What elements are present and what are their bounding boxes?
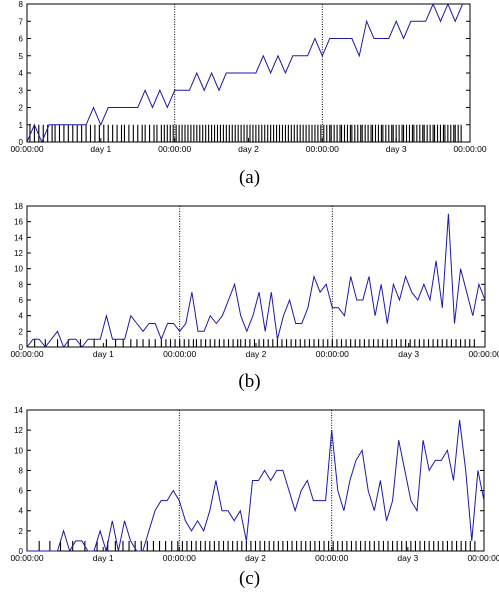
x-tick-label: day 3: [386, 144, 407, 154]
y-tick-label: 2: [19, 527, 24, 536]
x-tick-label: day 3: [397, 553, 418, 563]
y-tick-label: 12: [14, 426, 23, 435]
y-tick-label: 18: [14, 202, 23, 211]
chart-a-svg: 0 1 2 3 4 5 6 7 8 00:00:00 day 1 00:00:00 day 2 00:00…: [10, 0, 486, 154]
chart-panel-a: 0 1 2 3 4 5 6 7 8 00:00:00 day 1 00:00:00 day 2 00:00…: [0, 0, 499, 165]
x-tick-label: 00:00:00: [467, 553, 499, 563]
caption-a: (a): [238, 167, 261, 188]
x-tick-label: day 1: [90, 144, 111, 154]
y-tick-label: 4: [19, 507, 24, 516]
y-tick-label: 8: [19, 466, 24, 475]
y-tick-label: 14: [14, 406, 23, 415]
x-tick-label: 00:00:00: [158, 144, 191, 154]
y-tick-label: 4: [19, 312, 24, 321]
x-tick-label: day 2: [245, 553, 266, 563]
x-tick-label: 00:00:00: [316, 349, 349, 359]
y-tick-label: 8: [19, 280, 24, 289]
x-tick-label: 00:00:00: [163, 349, 196, 359]
x-tick-label: 00:00:00: [453, 144, 486, 154]
x-tick-label: 00:00:00: [10, 553, 43, 563]
y-tick-label: 0: [19, 547, 24, 556]
y-tick-label: 10: [14, 265, 23, 274]
y-tick-label: 3: [19, 86, 24, 95]
y-tick-label: 6: [19, 487, 24, 496]
x-tick-label: day 3: [398, 349, 419, 359]
x-tick-label: 00:00:00: [315, 553, 348, 563]
caption-b: (b): [238, 371, 261, 392]
x-tick-label: day 2: [238, 144, 259, 154]
x-tick-label: 00:00:00: [163, 553, 196, 563]
chart-panel-c: 0 2 4 6 8 10 12 14 00:00:00 day 1 00:00:00 day 2 00:…: [0, 405, 499, 565]
x-tick-label: 00:00:00: [468, 349, 499, 359]
y-tick-label: 5: [19, 52, 24, 61]
chart-panel-b: 0 2 4 6 8 10 12 14 16 18 00:00:00 day 1 00:00:00 day …: [0, 200, 499, 370]
y-tick-label: 16: [14, 218, 23, 227]
y-tick-label: 0: [19, 138, 24, 147]
y-tick-label: 0: [19, 343, 24, 352]
y-tick-label: 14: [14, 233, 23, 242]
x-tick-label: day 2: [246, 349, 267, 359]
y-tick-label: 7: [19, 17, 24, 26]
x-tick-label: 00:00:00: [10, 144, 43, 154]
x-tick-label: day 1: [93, 349, 114, 359]
y-tick-label: 2: [19, 327, 24, 336]
y-tick-label: 10: [14, 446, 23, 455]
chart-c-svg: 0 2 4 6 8 10 12 14 00:00:00 day 1 00:00:00 day 2 00:…: [10, 406, 499, 563]
caption-c: (c): [238, 568, 261, 589]
y-tick-label: 2: [19, 104, 24, 113]
y-tick-label: 1: [19, 121, 24, 130]
series-line: [26, 2, 464, 144]
x-tick-label: 00:00:00: [10, 349, 43, 359]
x-tick-label: 00:00:00: [306, 144, 339, 154]
y-tick-label: 12: [14, 249, 23, 258]
series-line: [27, 420, 485, 553]
plot-frame: [26, 205, 486, 348]
chart-b-svg: 0 2 4 6 8 10 12 14 16 18 00:00:00 day 1 00:00:00 day …: [10, 202, 499, 359]
y-tick-label: 8: [19, 0, 24, 9]
y-tick-label: 4: [19, 69, 24, 78]
y-tick-label: 6: [19, 35, 24, 44]
y-tick-label: 6: [19, 296, 24, 305]
x-tick-label: day 1: [93, 553, 114, 563]
series-line: [26, 213, 486, 349]
